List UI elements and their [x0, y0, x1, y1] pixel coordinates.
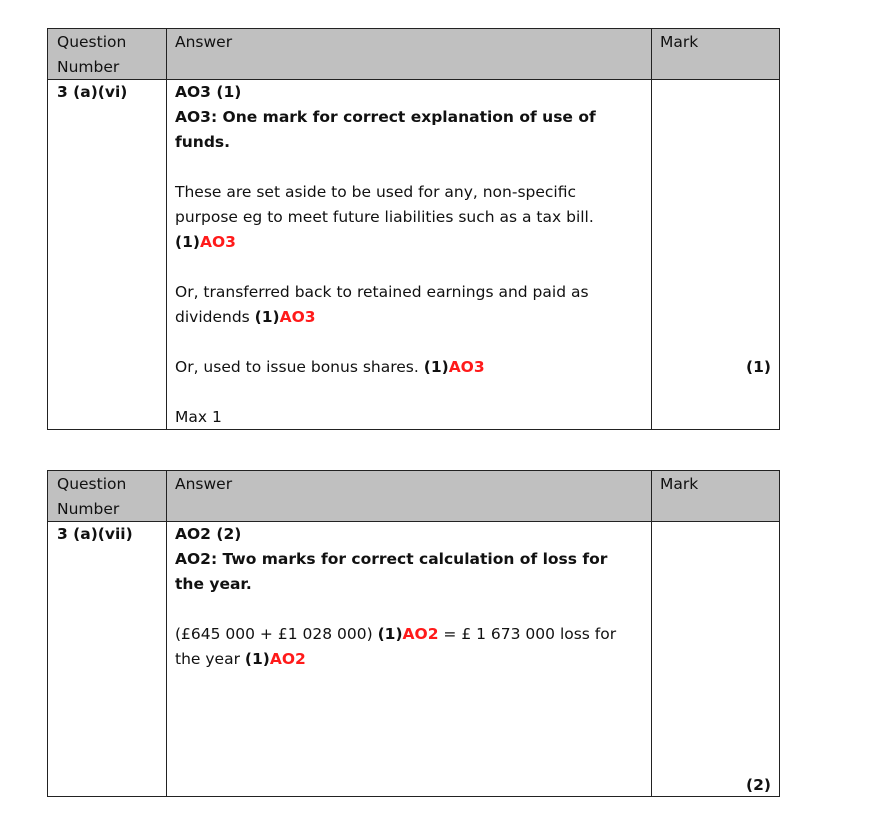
assessment-objective-tag: AO3: [448, 358, 485, 376]
answer-line: [175, 155, 596, 180]
column-divider: [166, 29, 167, 429]
answer-text-segment: AO3: One mark for correct explanation of…: [175, 108, 596, 126]
answer-line: (1)AO3: [175, 230, 596, 255]
header-mark: Mark: [660, 33, 699, 51]
question-number: 3 (a)(vi): [57, 83, 128, 101]
table-header-row: [48, 29, 779, 80]
mark-value: (2): [746, 776, 771, 794]
answer-text-segment: (1): [377, 625, 403, 643]
answer-line: dividends (1)AO3: [175, 305, 596, 330]
answer-line: AO3 (1): [175, 80, 596, 105]
answer-text-segment: AO2 (2): [175, 525, 242, 543]
column-divider: [166, 471, 167, 796]
answer-text-segment: funds.: [175, 133, 231, 151]
answer-line: funds.: [175, 130, 596, 155]
answer-line: (£645 000 + £1 028 000) (1)AO2 = £ 1 673…: [175, 622, 616, 647]
assessment-objective-tag: AO2: [402, 625, 439, 643]
answer-text-segment: the year: [175, 650, 245, 668]
answer-line: [175, 380, 596, 405]
assessment-objective-tag: AO3: [279, 308, 316, 326]
assessment-objective-tag: AO3: [199, 233, 236, 251]
mark-scheme-table-3a-vii: Question Number Answer Mark 3 (a)(vii) AO…: [47, 470, 780, 797]
answer-text-segment: AO2: Two marks for correct calculation o…: [175, 550, 608, 568]
header-answer: Answer: [175, 475, 233, 493]
answer-text-segment: (1): [423, 358, 449, 376]
answer-text-segment: Or, used to issue bonus shares.: [175, 358, 424, 376]
answer-text-segment: (1): [175, 233, 200, 251]
answer-text-segment: purpose eg to meet future liabilities su…: [175, 208, 594, 226]
header-question-number: Question Number: [57, 475, 127, 518]
answer-line: purpose eg to meet future liabilities su…: [175, 205, 596, 230]
answer-line: These are set aside to be used for any, …: [175, 180, 596, 205]
mark-scheme-table-3a-vi: Question Number Answer Mark 3 (a)(vi) AO3…: [47, 28, 780, 430]
mark-value: (1): [746, 358, 771, 376]
header-answer: Answer: [175, 33, 233, 51]
answer-line: [175, 330, 596, 355]
answer-text-segment: (1): [244, 650, 270, 668]
answer-line: Max 1: [175, 405, 596, 430]
question-number: 3 (a)(vii): [57, 525, 133, 543]
answer-line: the year.: [175, 572, 616, 597]
answer-line: the year (1)AO2: [175, 647, 616, 672]
answer-line: AO2 (2): [175, 522, 616, 547]
answer-line: [175, 597, 616, 622]
answer-line: AO2: Two marks for correct calculation o…: [175, 547, 616, 572]
answer-line: AO3: One mark for correct explanation of…: [175, 105, 596, 130]
answer-line: Or, used to issue bonus shares. (1)AO3: [175, 355, 596, 380]
assessment-objective-tag: AO2: [269, 650, 306, 668]
answer-text-segment: (1): [254, 308, 280, 326]
column-divider: [651, 29, 652, 429]
answer-text-segment: Or, transferred back to retained earning…: [175, 283, 589, 301]
answer-text-segment: Max 1: [175, 408, 222, 426]
answer-line: [175, 255, 596, 280]
answer-text-segment: (£645 000 + £1 028 000): [175, 625, 378, 643]
header-question-number: Question Number: [57, 33, 127, 76]
answer-text-segment: These are set aside to be used for any, …: [175, 183, 577, 201]
column-divider: [651, 471, 652, 796]
answer-text-segment: the year.: [175, 575, 252, 593]
answer-line: Or, transferred back to retained earning…: [175, 280, 596, 305]
answer-text: AO2 (2) AO2: Two marks for correct calcul…: [175, 522, 616, 672]
answer-text-segment: AO3 (1): [175, 83, 242, 101]
table-header-row: [48, 471, 779, 522]
answer-text-segment: = £ 1 673 000 loss for: [438, 625, 617, 643]
header-mark: Mark: [660, 475, 699, 493]
answer-text-segment: dividends: [175, 308, 255, 326]
answer-text: AO3 (1) AO3: One mark for correct explana…: [175, 80, 596, 430]
